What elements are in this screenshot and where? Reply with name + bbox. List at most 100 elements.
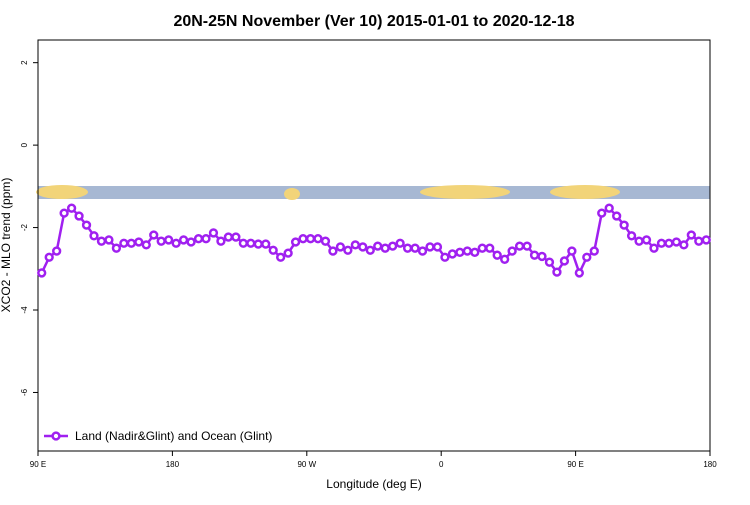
- land: [550, 185, 620, 199]
- x-axis-label: Longitude (deg E): [326, 477, 421, 491]
- data-point: [395, 238, 405, 248]
- data-point: [89, 231, 99, 241]
- data-point: [485, 243, 495, 253]
- y-tick-label: 0: [20, 142, 29, 147]
- data-point: [462, 246, 472, 256]
- data-point: [350, 240, 360, 250]
- data-point: [335, 242, 346, 252]
- land: [36, 185, 88, 199]
- data-point: [507, 246, 517, 256]
- data-point: [52, 246, 62, 256]
- data-point: [313, 234, 323, 244]
- data-point: [283, 248, 293, 258]
- data-point: [388, 241, 398, 251]
- data-point: [96, 236, 107, 246]
- land: [420, 185, 510, 199]
- data-point: [514, 241, 525, 251]
- data-point: [216, 236, 226, 246]
- data-point: [500, 254, 510, 264]
- y-tick-label: 2: [20, 60, 29, 65]
- data-point: [492, 250, 502, 260]
- data-point: [641, 235, 652, 245]
- data-point: [186, 237, 196, 247]
- data-point: [671, 237, 682, 247]
- data-point: [694, 236, 704, 246]
- data-point: [201, 234, 211, 244]
- data-point: [178, 235, 189, 245]
- data-point: [582, 252, 592, 262]
- data-point: [37, 268, 47, 278]
- data-point: [104, 235, 114, 245]
- map-strip: [36, 185, 710, 200]
- data-point: [193, 234, 204, 244]
- data-point: [305, 234, 316, 244]
- data-point: [559, 256, 570, 266]
- chart-title: 20N-25N November (Ver 10) 2015-01-01 to …: [173, 13, 574, 30]
- y-tick-label: -6: [20, 388, 29, 396]
- data-point: [380, 243, 390, 253]
- data-point: [425, 242, 435, 252]
- data-point: [373, 241, 383, 251]
- data-point: [111, 243, 122, 253]
- data-point: [74, 211, 84, 221]
- data-point: [261, 239, 271, 249]
- data-point: [544, 257, 555, 267]
- data-point: [59, 208, 69, 218]
- series: [37, 203, 711, 278]
- data-point: [298, 234, 308, 244]
- data-point: [328, 246, 338, 256]
- data-point: [656, 238, 667, 248]
- data-point: [604, 203, 614, 213]
- data-point: [320, 236, 331, 246]
- data-point: [447, 249, 458, 259]
- data-point: [134, 237, 144, 247]
- data-point: [276, 252, 286, 262]
- data-point: [164, 235, 174, 245]
- data-point: [141, 240, 151, 250]
- data-point: [171, 238, 181, 248]
- data-point: [477, 243, 487, 253]
- data-point: [44, 252, 54, 262]
- ocean: [38, 186, 710, 199]
- data-point: [470, 247, 480, 257]
- data-point: [552, 267, 562, 277]
- x-tick-label: 0: [439, 460, 444, 469]
- data-point: [440, 252, 450, 262]
- data-point: [223, 232, 234, 242]
- data-point: [679, 240, 689, 250]
- data-point: [410, 243, 420, 253]
- x-tick-label: 180: [166, 460, 180, 469]
- legend-item: Land (Nadir&Glint) and Ocean (Glint): [44, 429, 272, 443]
- y-axis-label: XCO2 - MLO trend (ppm): [0, 178, 13, 313]
- data-point: [66, 203, 77, 213]
- data-point: [567, 246, 577, 256]
- x-tick-label: 180: [703, 460, 717, 469]
- data-point: [701, 235, 711, 245]
- data-point: [402, 243, 413, 253]
- data-point: [231, 232, 241, 242]
- land: [284, 188, 300, 200]
- data-point: [417, 246, 428, 256]
- data-point: [208, 228, 219, 238]
- data-point: [529, 250, 540, 260]
- data-point: [589, 246, 599, 256]
- data-point: [253, 239, 263, 249]
- data-point: [649, 243, 659, 253]
- data-point: [238, 238, 248, 248]
- y-tick-label: -4: [20, 306, 29, 314]
- data-point: [119, 238, 129, 248]
- data-point: [290, 237, 301, 247]
- data-point: [626, 231, 637, 241]
- data-point: [246, 238, 256, 248]
- data-point: [537, 251, 547, 262]
- x-tick-label: 90 E: [30, 460, 46, 469]
- legend-label: Land (Nadir&Glint) and Ocean (Glint): [75, 429, 272, 443]
- data-point: [686, 230, 696, 240]
- y-tick-label: -2: [20, 223, 29, 231]
- data-point: [664, 238, 674, 248]
- data-point: [268, 245, 278, 255]
- data-point: [81, 220, 92, 230]
- data-point: [358, 242, 368, 252]
- x-tick-label: 90 E: [567, 460, 583, 469]
